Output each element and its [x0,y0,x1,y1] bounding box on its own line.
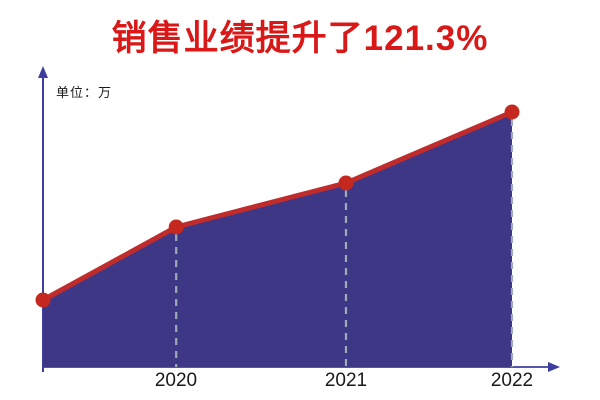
y-axis-unit-label: 单位：万 [56,85,113,100]
y-axis-arrow-icon [38,66,48,78]
x-tick-2022: 2022 [490,370,534,391]
area-fill [43,112,512,367]
data-point-2021 [338,175,354,191]
data-point-start [35,292,51,308]
chart-title: 销售业绩提升了121.3% [111,19,489,58]
x-tick-2021: 2021 [324,370,368,391]
data-point-2020 [168,219,184,235]
data-point-2022 [504,104,520,120]
x-tick-2020: 2020 [154,370,198,391]
x-axis-arrow-icon [548,362,560,372]
trend-line [40,109,515,303]
